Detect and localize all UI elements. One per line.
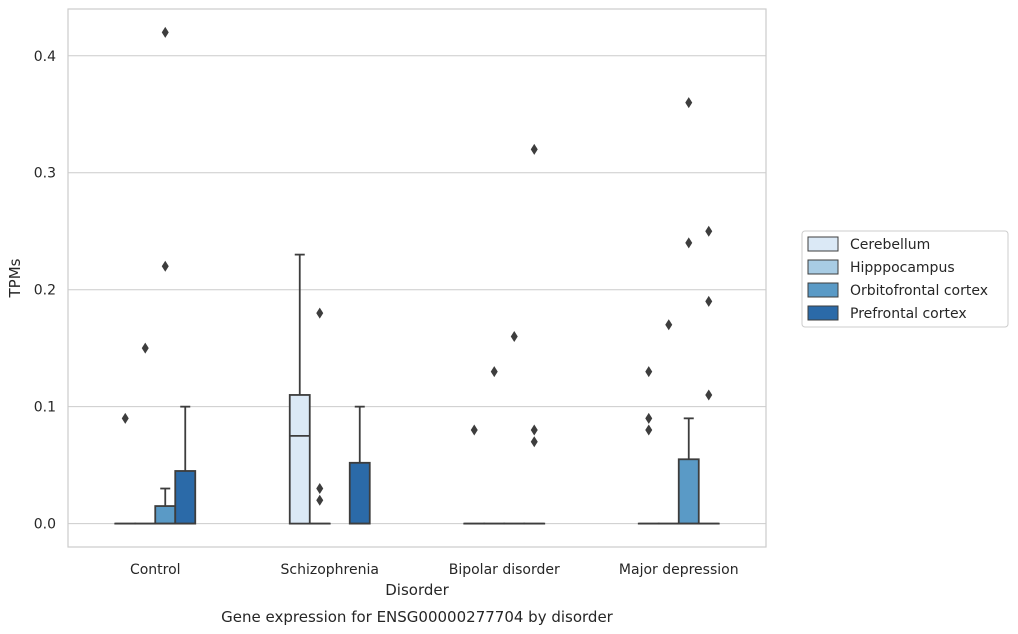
outlier-point <box>161 260 169 272</box>
outlier-point <box>141 342 149 354</box>
box <box>174 405 197 525</box>
outlier-point <box>530 436 538 448</box>
outlier-point <box>705 225 713 237</box>
outlier-point <box>510 330 518 342</box>
y-tick-label: 0.1 <box>34 400 56 416</box>
legend-frame <box>801 230 1009 328</box>
x-tick-label: Major depression <box>619 562 739 578</box>
x-tick-label: Bipolar disorder <box>449 562 560 578</box>
y-tick-label: 0.2 <box>34 283 56 299</box>
box <box>677 97 700 525</box>
box-body <box>154 505 177 525</box>
outlier-point <box>705 295 713 307</box>
legend-label: Cerebellum <box>850 237 930 253</box>
outlier-point <box>316 307 324 319</box>
y-tick-label: 0.0 <box>34 517 56 533</box>
x-tick-label: Control <box>130 562 181 578</box>
outlier-point <box>645 412 653 424</box>
box-body <box>288 394 311 525</box>
outlier-point <box>161 26 169 38</box>
legend: Cerebellum Hipppocampus Orbitofrontal cort… <box>801 230 1009 328</box>
outlier-point <box>121 412 129 424</box>
x-tick-labels: Control Schizophrenia Bipolar disorder Majo… <box>130 562 739 578</box>
chart-caption: Gene expression for ENSG00000277704 by d… <box>221 608 614 626</box>
outlier-point <box>316 494 324 506</box>
outlier-point <box>645 366 653 378</box>
box <box>697 225 720 525</box>
legend-label: Orbitofrontal cortex <box>850 283 988 299</box>
box <box>114 412 137 525</box>
box-body <box>677 458 700 525</box>
box-body <box>348 461 371 525</box>
legend-label: Prefrontal cortex <box>850 306 967 322</box>
outlier-point <box>530 143 538 155</box>
boxes <box>114 26 720 525</box>
legend-swatch <box>807 282 839 298</box>
y-axis-label: TPMs <box>6 258 24 298</box>
outlier-point <box>490 366 498 378</box>
box <box>637 366 660 525</box>
outlier-point <box>645 424 653 436</box>
box <box>523 143 546 525</box>
outlier-point <box>530 424 538 436</box>
box <box>134 342 157 525</box>
outlier-point <box>316 483 324 495</box>
x-tick-label: Schizophrenia <box>281 562 379 578</box>
plot-frame <box>67 8 767 548</box>
box <box>503 330 526 525</box>
box <box>288 253 311 525</box>
outlier-point <box>470 424 478 436</box>
outlier-point <box>705 389 713 401</box>
legend-swatch <box>807 236 839 252</box>
y-tick-labels: 0.0 0.1 0.2 0.3 0.4 <box>34 49 56 533</box>
outlier-point <box>685 237 693 249</box>
y-tick-label: 0.4 <box>34 49 56 65</box>
y-tick-label: 0.3 <box>34 166 56 182</box>
box <box>308 307 331 525</box>
legend-swatch <box>807 259 839 275</box>
box <box>348 405 371 525</box>
box-body <box>174 470 197 525</box>
outlier-point <box>665 319 673 331</box>
x-axis-label: Disorder <box>385 581 449 599</box>
box <box>463 424 486 525</box>
gridlines <box>68 55 766 525</box>
legend-label: Hipppocampus <box>850 260 955 276</box>
box <box>657 319 680 525</box>
legend-swatch <box>807 305 839 321</box>
box <box>154 26 177 525</box>
box <box>483 366 506 525</box>
outlier-point <box>685 97 693 109</box>
